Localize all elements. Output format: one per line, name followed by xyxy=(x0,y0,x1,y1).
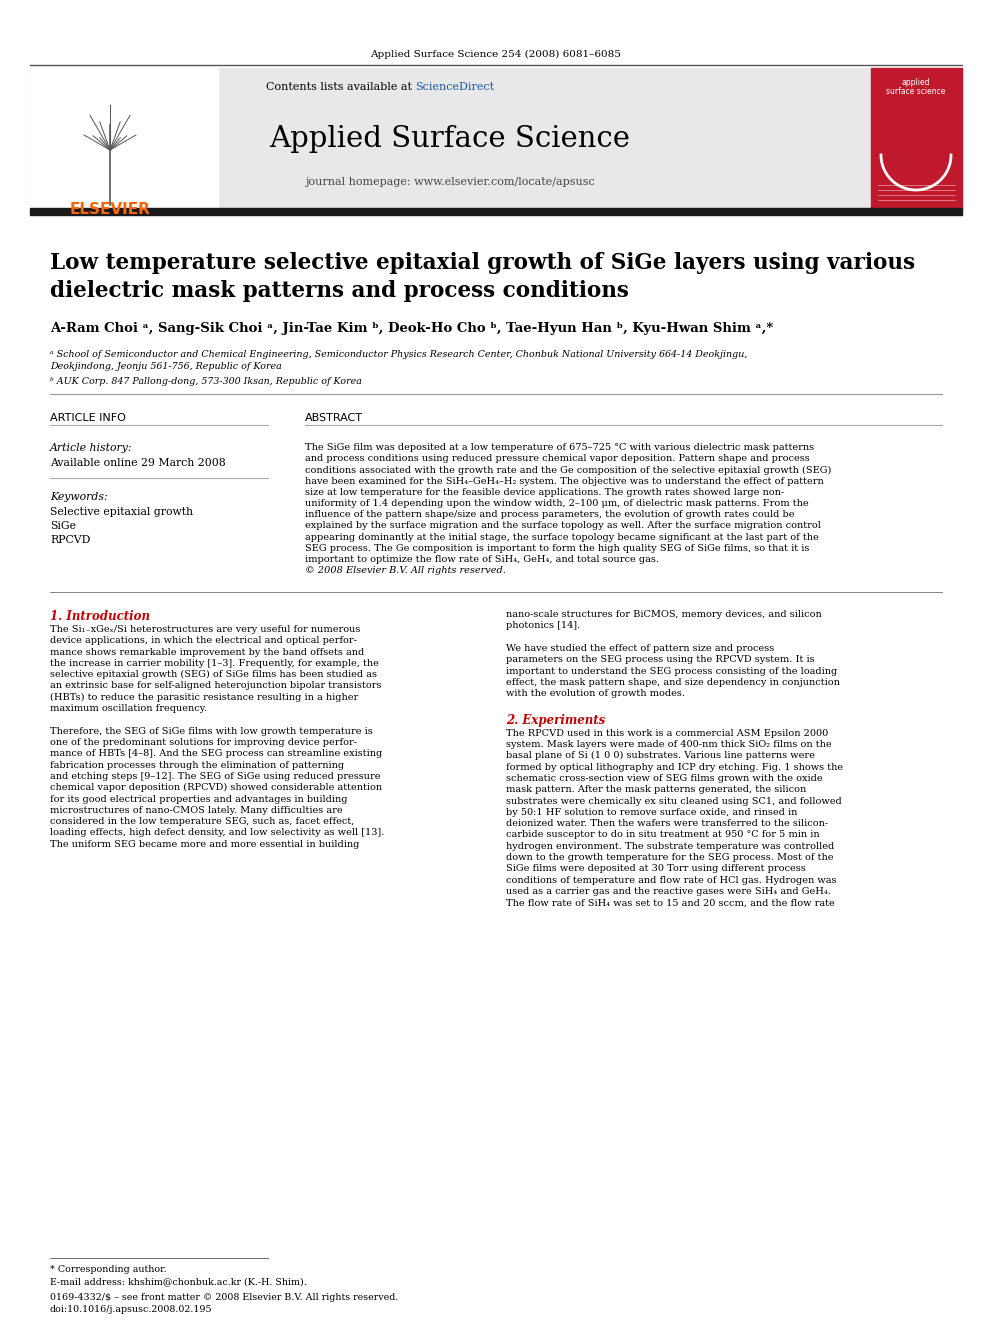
Text: applied: applied xyxy=(902,78,930,87)
Text: influence of the pattern shape/size and process parameters, the evolution of gro: influence of the pattern shape/size and … xyxy=(305,511,795,519)
Text: doi:10.1016/j.apsusc.2008.02.195: doi:10.1016/j.apsusc.2008.02.195 xyxy=(50,1304,212,1314)
Text: The uniform SEG became more and more essential in building: The uniform SEG became more and more ess… xyxy=(50,840,359,848)
Text: A-Ram Choi ᵃ, Sang-Sik Choi ᵃ, Jin-Tae Kim ᵇ, Deok-Ho Cho ᵇ, Tae-Hyun Han ᵇ, Kyu: A-Ram Choi ᵃ, Sang-Sik Choi ᵃ, Jin-Tae K… xyxy=(50,321,773,335)
Text: E-mail address: khshim@chonbuk.ac.kr (K.-H. Shim).: E-mail address: khshim@chonbuk.ac.kr (K.… xyxy=(50,1277,307,1286)
Text: deionized water. Then the wafers were transferred to the silicon-: deionized water. Then the wafers were tr… xyxy=(506,819,828,828)
Text: device applications, in which the electrical and optical perfor-: device applications, in which the electr… xyxy=(50,636,357,646)
Text: ScienceDirect: ScienceDirect xyxy=(415,82,494,93)
Text: Low temperature selective epitaxial growth of SiGe layers using various
dielectr: Low temperature selective epitaxial grow… xyxy=(50,251,916,302)
Text: parameters on the SEG process using the RPCVD system. It is: parameters on the SEG process using the … xyxy=(506,655,814,664)
Text: substrates were chemically ex situ cleaned using SC1, and followed: substrates were chemically ex situ clean… xyxy=(506,796,842,806)
Text: selective epitaxial growth (SEG) of SiGe films has been studied as: selective epitaxial growth (SEG) of SiGe… xyxy=(50,671,377,679)
Text: Selective epitaxial growth
SiGe
RPCVD: Selective epitaxial growth SiGe RPCVD xyxy=(50,507,193,545)
Bar xyxy=(871,67,962,210)
Text: mance of HBTs [4–8]. And the SEG process can streamline existing: mance of HBTs [4–8]. And the SEG process… xyxy=(50,749,382,758)
Text: nano-scale structures for BiCMOS, memory devices, and silicon: nano-scale structures for BiCMOS, memory… xyxy=(506,610,821,619)
Text: down to the growth temperature for the SEG process. Most of the: down to the growth temperature for the S… xyxy=(506,853,833,863)
Text: for its good electrical properties and advantages in building: for its good electrical properties and a… xyxy=(50,795,347,803)
Text: Applied Surface Science: Applied Surface Science xyxy=(270,124,631,153)
Bar xyxy=(30,67,218,210)
Text: Article history:: Article history: xyxy=(50,443,133,452)
Text: by 50:1 HF solution to remove surface oxide, and rinsed in: by 50:1 HF solution to remove surface ox… xyxy=(506,808,798,816)
Bar xyxy=(30,67,871,210)
Text: ᵃ School of Semiconductor and Chemical Engineering, Semiconductor Physics Resear: ᵃ School of Semiconductor and Chemical E… xyxy=(50,351,747,370)
Text: conditions of temperature and flow rate of HCl gas. Hydrogen was: conditions of temperature and flow rate … xyxy=(506,876,836,885)
Text: * Corresponding author.: * Corresponding author. xyxy=(50,1265,167,1274)
Text: 2. Experiments: 2. Experiments xyxy=(506,713,605,726)
Text: conditions associated with the growth rate and the Ge composition of the selecti: conditions associated with the growth ra… xyxy=(305,466,831,475)
Text: loading effects, high defect density, and low selectivity as well [13].: loading effects, high defect density, an… xyxy=(50,828,384,837)
Text: mask pattern. After the mask patterns generated, the silicon: mask pattern. After the mask patterns ge… xyxy=(506,785,806,794)
Text: have been examined for the SiH₄–GeH₄–H₂ system. The objective was to understand : have been examined for the SiH₄–GeH₄–H₂ … xyxy=(305,476,823,486)
Text: SiGe films were deposited at 30 Torr using different process: SiGe films were deposited at 30 Torr usi… xyxy=(506,864,806,873)
Text: The SiGe film was deposited at a low temperature of 675–725 °C with various diel: The SiGe film was deposited at a low tem… xyxy=(305,443,814,452)
Text: journal homepage: www.elsevier.com/locate/apsusc: journal homepage: www.elsevier.com/locat… xyxy=(306,177,595,187)
Text: uniformity of 1.4 depending upon the window width, 2–100 μm, of dielectric mask : uniformity of 1.4 depending upon the win… xyxy=(305,499,808,508)
Text: We have studied the effect of pattern size and process: We have studied the effect of pattern si… xyxy=(506,644,774,652)
Text: microstructures of nano-CMOS lately. Many difficulties are: microstructures of nano-CMOS lately. Man… xyxy=(50,806,342,815)
Text: Therefore, the SEG of SiGe films with low growth temperature is: Therefore, the SEG of SiGe films with lo… xyxy=(50,726,373,736)
Text: and process conditions using reduced pressure chemical vapor deposition. Pattern: and process conditions using reduced pre… xyxy=(305,454,809,463)
Text: 0169-4332/$ – see front matter © 2008 Elsevier B.V. All rights reserved.: 0169-4332/$ – see front matter © 2008 El… xyxy=(50,1293,399,1302)
Text: The flow rate of SiH₄ was set to 15 and 20 sccm, and the flow rate: The flow rate of SiH₄ was set to 15 and … xyxy=(506,898,834,908)
Text: formed by optical lithography and ICP dry etching. Fig. 1 shows the: formed by optical lithography and ICP dr… xyxy=(506,762,843,771)
Text: Available online 29 March 2008: Available online 29 March 2008 xyxy=(50,458,226,468)
Text: one of the predominant solutions for improving device perfor-: one of the predominant solutions for imp… xyxy=(50,738,357,747)
Text: important to understand the SEG process consisting of the loading: important to understand the SEG process … xyxy=(506,667,837,676)
Text: fabrication processes through the elimination of patterning: fabrication processes through the elimin… xyxy=(50,761,344,770)
Text: hydrogen environment. The substrate temperature was controlled: hydrogen environment. The substrate temp… xyxy=(506,841,834,851)
Text: schematic cross-section view of SEG films grown with the oxide: schematic cross-section view of SEG film… xyxy=(506,774,822,783)
Text: effect, the mask pattern shape, and size dependency in conjunction: effect, the mask pattern shape, and size… xyxy=(506,677,840,687)
Text: used as a carrier gas and the reactive gases were SiH₄ and GeH₄.: used as a carrier gas and the reactive g… xyxy=(506,886,831,896)
Text: and etching steps [9–12]. The SEG of SiGe using reduced pressure: and etching steps [9–12]. The SEG of SiG… xyxy=(50,771,381,781)
Text: Keywords:: Keywords: xyxy=(50,492,107,501)
Text: Applied Surface Science 254 (2008) 6081–6085: Applied Surface Science 254 (2008) 6081–… xyxy=(371,50,621,60)
Text: system. Mask layers were made of 400-nm thick SiO₂ films on the: system. Mask layers were made of 400-nm … xyxy=(506,740,831,749)
Bar xyxy=(30,208,962,216)
Text: important to optimize the flow rate of SiH₄, GeH₄, and total source gas.: important to optimize the flow rate of S… xyxy=(305,556,659,564)
Text: ABSTRACT: ABSTRACT xyxy=(305,413,363,423)
Text: carbide susceptor to do in situ treatment at 950 °C for 5 min in: carbide susceptor to do in situ treatmen… xyxy=(506,831,819,839)
Text: explained by the surface migration and the surface topology as well. After the s: explained by the surface migration and t… xyxy=(305,521,820,531)
Text: © 2008 Elsevier B.V. All rights reserved.: © 2008 Elsevier B.V. All rights reserved… xyxy=(305,566,506,576)
Text: photonics [14].: photonics [14]. xyxy=(506,622,580,630)
Text: mance shows remarkable improvement by the band offsets and: mance shows remarkable improvement by th… xyxy=(50,647,364,656)
Text: maximum oscillation frequency.: maximum oscillation frequency. xyxy=(50,704,207,713)
Text: SEG process. The Ge composition is important to form the high quality SEG of SiG: SEG process. The Ge composition is impor… xyxy=(305,544,809,553)
Text: ELSEVIER: ELSEVIER xyxy=(69,202,151,217)
Text: ᵇ AUK Corp. 847 Pallong-dong, 573-300 Iksan, Republic of Korea: ᵇ AUK Corp. 847 Pallong-dong, 573-300 Ik… xyxy=(50,377,362,386)
Text: the increase in carrier mobility [1–3]. Frequently, for example, the: the increase in carrier mobility [1–3]. … xyxy=(50,659,379,668)
Text: chemical vapor deposition (RPCVD) showed considerable attention: chemical vapor deposition (RPCVD) showed… xyxy=(50,783,382,792)
Text: with the evolution of growth modes.: with the evolution of growth modes. xyxy=(506,689,685,699)
Text: The RPCVD used in this work is a commercial ASM Epsilon 2000: The RPCVD used in this work is a commerc… xyxy=(506,729,828,738)
Text: Contents lists available at: Contents lists available at xyxy=(266,82,415,93)
Text: an extrinsic base for self-aligned heterojunction bipolar transistors: an extrinsic base for self-aligned heter… xyxy=(50,681,382,691)
Text: appearing dominantly at the initial stage, the surface topology became significa: appearing dominantly at the initial stag… xyxy=(305,533,818,541)
Text: surface science: surface science xyxy=(886,87,945,97)
Text: The Si₁₋xGeₓ/Si heterostructures are very useful for numerous: The Si₁₋xGeₓ/Si heterostructures are ver… xyxy=(50,624,360,634)
Text: basal plane of Si (1 0 0) substrates. Various line patterns were: basal plane of Si (1 0 0) substrates. Va… xyxy=(506,751,814,761)
Text: size at low temperature for the feasible device applications. The growth rates s: size at low temperature for the feasible… xyxy=(305,488,784,497)
Text: ARTICLE INFO: ARTICLE INFO xyxy=(50,413,126,423)
Text: considered in the low temperature SEG, such as, facet effect,: considered in the low temperature SEG, s… xyxy=(50,818,354,826)
Text: 1. Introduction: 1. Introduction xyxy=(50,610,150,623)
Text: (HBTs) to reduce the parasitic resistance resulting in a higher: (HBTs) to reduce the parasitic resistanc… xyxy=(50,693,358,703)
